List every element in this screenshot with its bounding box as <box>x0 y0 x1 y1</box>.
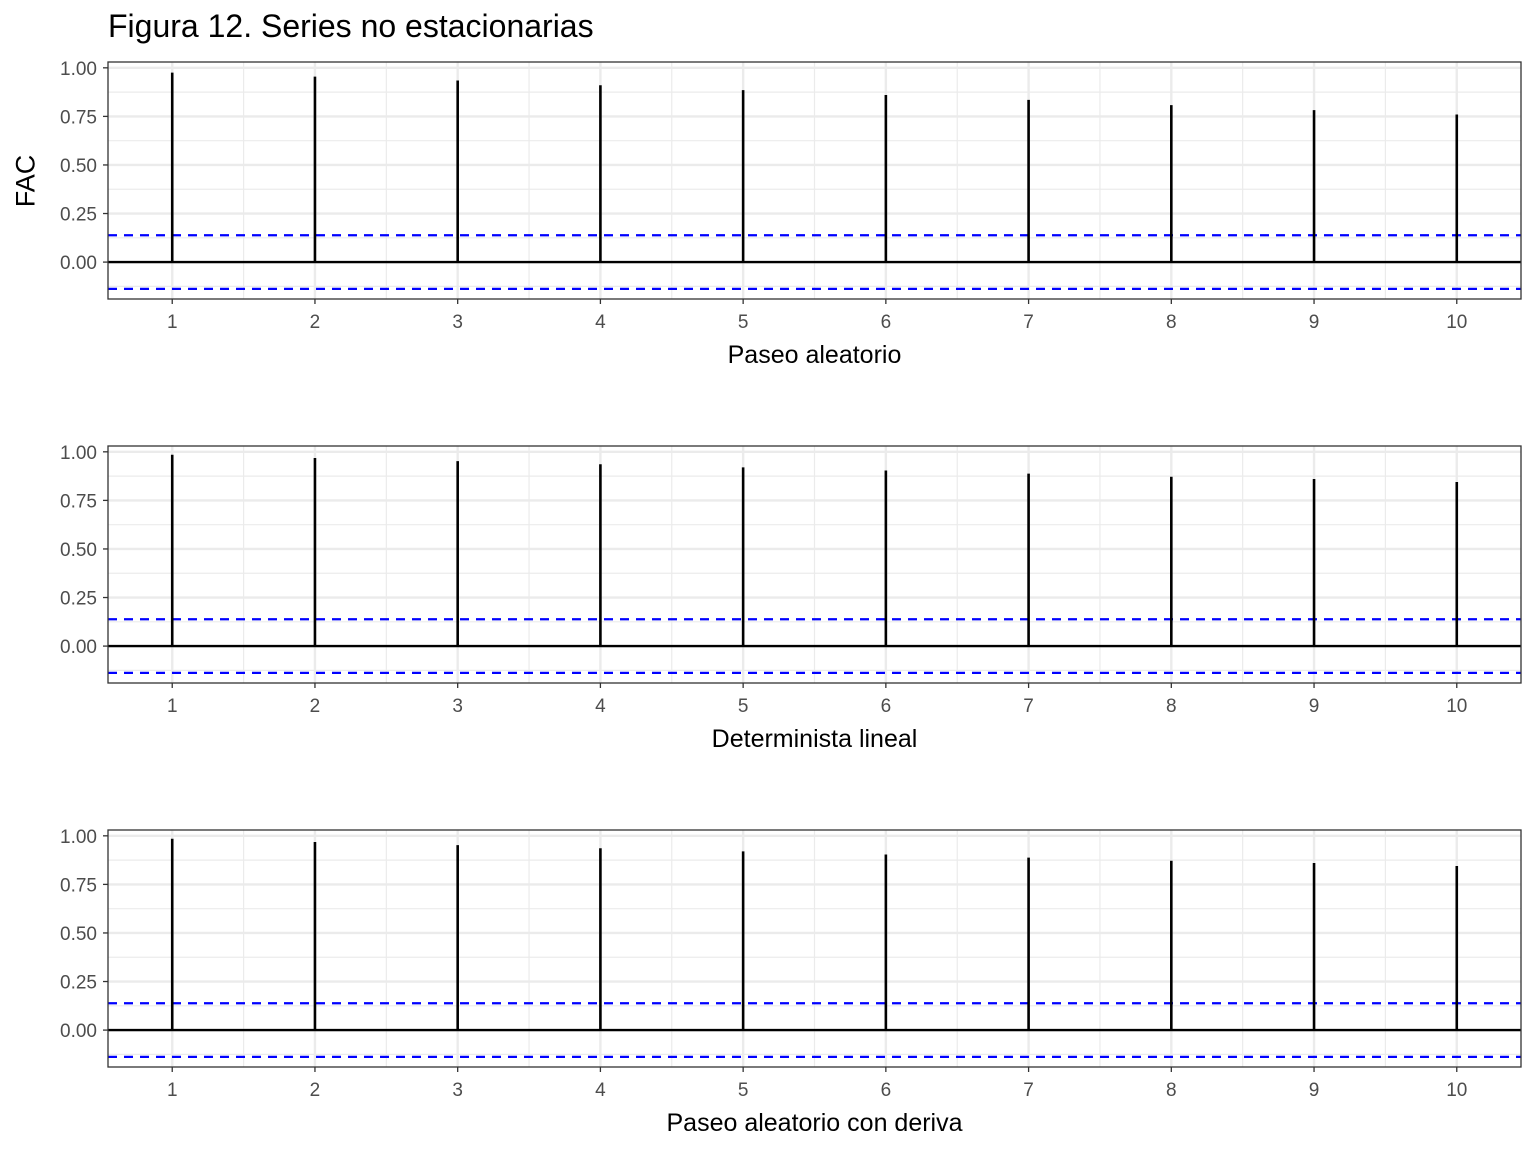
x-tick-label: 10 <box>1446 696 1467 717</box>
y-tick-label: 1.00 <box>60 59 97 80</box>
x-tick-label: 1 <box>167 312 178 333</box>
y-tick-label: 0.25 <box>60 205 97 226</box>
y-tick-label: 1.00 <box>60 827 97 848</box>
panel-border <box>107 445 1522 684</box>
x-tick-label: 4 <box>595 696 606 717</box>
acf-panel-paseo-aleatorio-con-deriva: 0.00 0.25 0.50 0.75 1.00 1 2 3 4 5 6 7 8 9 10 Paseo ale… <box>60 827 1522 1137</box>
acf-panel-determinista-lineal: 0.00 0.25 0.50 0.75 1.00 1 2 3 4 5 6 7 8 9 10 Determini… <box>60 443 1522 753</box>
x-tick-label: 5 <box>738 696 749 717</box>
x-tick-label: 3 <box>452 312 463 333</box>
y-tick-label: 0.25 <box>60 973 97 994</box>
x-tick-label: 9 <box>1309 696 1320 717</box>
x-axis-label: Paseo aleatorio <box>728 341 902 369</box>
x-tick-label: 8 <box>1166 312 1177 333</box>
x-tick-label: 4 <box>595 312 606 333</box>
y-tick-label: 0.50 <box>60 924 97 945</box>
x-tick-label: 7 <box>1023 312 1034 333</box>
y-tick-label: 0.50 <box>60 540 97 561</box>
y-tick-label: 0.50 <box>60 156 97 177</box>
x-axis-label: Paseo aleatorio con deriva <box>666 1109 962 1137</box>
figure-title: Figura 12. Series no estacionarias <box>108 8 594 44</box>
y-tick-label: 0.75 <box>60 491 97 512</box>
x-tick-label: 6 <box>881 696 892 717</box>
x-tick-label: 4 <box>595 1080 606 1101</box>
x-tick-label: 6 <box>881 312 892 333</box>
y-tick-label: 0.75 <box>60 875 97 896</box>
x-tick-label: 1 <box>167 696 178 717</box>
y-tick-label: 0.00 <box>60 1021 97 1042</box>
x-tick-label: 5 <box>738 1080 749 1101</box>
x-tick-label: 1 <box>167 1080 178 1101</box>
y-tick-label: 1.00 <box>60 443 97 464</box>
x-tick-label: 8 <box>1166 1080 1177 1101</box>
acf-panel-paseo-aleatorio: 0.00 0.25 0.50 0.75 1.00 1 2 3 4 5 6 7 8 9 10 Paseo ale… <box>60 59 1522 369</box>
x-tick-label: 2 <box>310 696 321 717</box>
x-tick-label: 6 <box>881 1080 892 1101</box>
x-tick-label: 8 <box>1166 696 1177 717</box>
x-tick-label: 2 <box>310 1080 321 1101</box>
panel-border <box>107 829 1522 1068</box>
x-tick-label: 10 <box>1446 312 1467 333</box>
x-tick-label: 9 <box>1309 312 1320 333</box>
y-tick-label: 0.00 <box>60 637 97 658</box>
x-tick-label: 2 <box>310 312 321 333</box>
panel-border <box>107 61 1522 300</box>
x-tick-label: 7 <box>1023 696 1034 717</box>
x-tick-label: 3 <box>452 696 463 717</box>
x-tick-label: 5 <box>738 312 749 333</box>
y-tick-label: 0.25 <box>60 589 97 610</box>
y-tick-label: 0.00 <box>60 253 97 274</box>
x-tick-label: 9 <box>1309 1080 1320 1101</box>
y-tick-label: 0.75 <box>60 107 97 128</box>
x-tick-label: 3 <box>452 1080 463 1101</box>
x-tick-label: 10 <box>1446 1080 1467 1101</box>
x-tick-label: 7 <box>1023 1080 1034 1101</box>
x-axis-label: Determinista lineal <box>712 725 918 753</box>
